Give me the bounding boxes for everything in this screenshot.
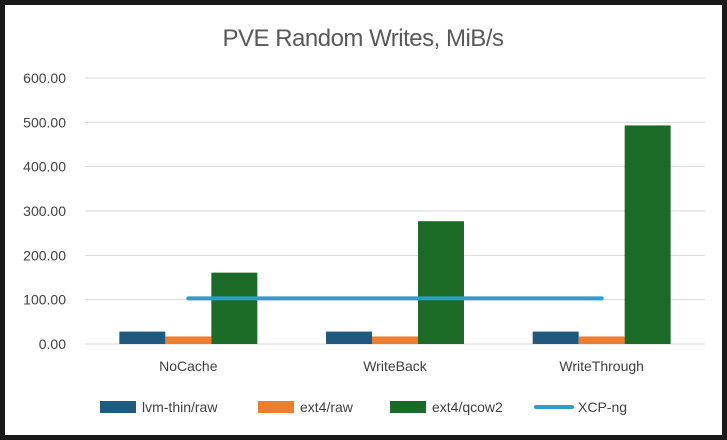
y-tick-label: 200.00 [23, 247, 66, 263]
bar-ext4-qcow2 [624, 125, 671, 344]
chart-title: PVE Random Writes, MiB/s [223, 25, 504, 52]
y-tick-label: 500.00 [23, 114, 66, 130]
legend-swatch [100, 401, 136, 413]
y-tick-label: 0.00 [39, 336, 66, 352]
bar-lvm-thin-raw [532, 331, 579, 344]
x-category-label: WriteThrough [559, 358, 644, 374]
bar-lvm-thin-raw [326, 331, 372, 344]
y-tick-label: 400.00 [23, 159, 66, 175]
y-tick-label: 100.00 [23, 292, 66, 308]
legend-swatch [390, 401, 426, 413]
y-tick-label: 600.00 [23, 70, 66, 86]
bar-ext4-raw [165, 336, 212, 344]
bar-ext4-qcow2 [418, 221, 464, 344]
legend: lvm-thin/raw ext4/raw ext4/qcow2 XCP-ng [100, 399, 627, 415]
legend-swatch [258, 401, 294, 413]
y-axis-ticks: 600.00 500.00 400.00 300.00 200.00 100.00 0.00 [23, 70, 66, 352]
legend-label: ext4/qcow2 [432, 399, 503, 415]
gridlines [85, 77, 705, 345]
x-category-label: WriteBack [363, 358, 428, 374]
bar-ext4-raw [372, 336, 418, 344]
bar-ext4-qcow2 [211, 272, 258, 344]
legend-label: lvm-thin/raw [142, 399, 218, 415]
x-category-label: NoCache [159, 358, 218, 374]
legend-label: XCP-ng [578, 399, 627, 415]
bar-lvm-thin-raw [119, 331, 166, 344]
legend-label: ext4/raw [300, 399, 354, 415]
bar-ext4-raw [578, 336, 625, 344]
y-tick-label: 300.00 [23, 203, 66, 219]
bars [119, 125, 671, 344]
x-axis-categories: NoCache WriteBack WriteThrough [159, 358, 644, 374]
